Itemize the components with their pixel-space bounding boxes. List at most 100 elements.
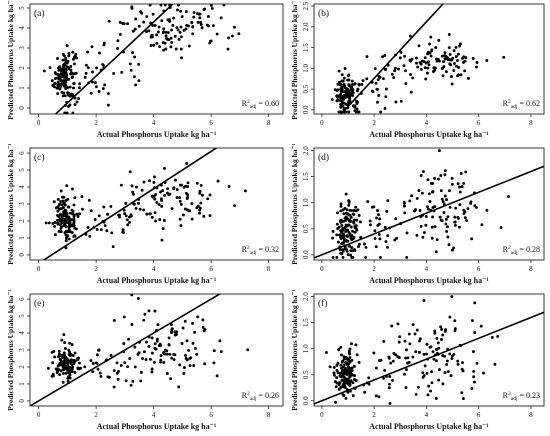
data-point	[154, 347, 158, 351]
data-point	[131, 379, 135, 383]
data-point	[86, 50, 90, 54]
data-point	[61, 67, 65, 71]
y-tick-label: 1	[18, 236, 26, 240]
data-point	[428, 200, 432, 203]
data-point	[462, 212, 466, 215]
data-point	[358, 220, 362, 224]
fit-line	[30, 294, 222, 406]
data-point	[71, 75, 75, 79]
r2-annotation: R2adj = 0.32	[242, 245, 279, 256]
data-point	[176, 28, 180, 32]
data-point	[192, 364, 196, 368]
data-point	[346, 253, 350, 257]
data-point	[173, 330, 177, 334]
data-point	[61, 75, 65, 79]
data-point	[414, 392, 418, 396]
data-point	[66, 59, 70, 63]
data-point	[86, 66, 90, 70]
data-point	[73, 54, 77, 58]
x-tick-label: 6	[477, 119, 481, 127]
data-point	[357, 110, 361, 114]
data-point	[440, 327, 444, 331]
data-point	[179, 47, 183, 51]
data-point	[354, 205, 358, 209]
data-point	[232, 25, 236, 29]
data-point	[424, 77, 428, 81]
data-point	[73, 103, 77, 107]
data-point	[72, 217, 76, 221]
data-point	[167, 343, 171, 347]
data-point	[426, 52, 430, 56]
data-point	[169, 323, 173, 327]
data-point	[437, 378, 441, 382]
data-point	[383, 106, 387, 110]
data-point	[62, 91, 66, 95]
data-point	[227, 184, 231, 188]
data-point	[136, 297, 140, 300]
data-point	[133, 365, 137, 369]
data-point	[404, 82, 408, 86]
data-point	[58, 223, 62, 227]
data-point	[414, 350, 418, 354]
data-point	[112, 72, 116, 75]
data-point	[439, 189, 443, 193]
data-point	[62, 82, 66, 86]
data-point	[334, 400, 337, 404]
data-point	[182, 213, 185, 217]
data-point	[471, 57, 475, 60]
x-tick-label: 2	[372, 411, 376, 419]
data-point	[343, 366, 347, 370]
data-point	[186, 193, 190, 197]
data-point	[460, 185, 464, 189]
data-point	[67, 77, 71, 81]
data-point	[69, 68, 73, 72]
data-point	[201, 318, 205, 322]
data-point	[349, 215, 353, 219]
data-point	[350, 79, 354, 83]
data-point	[435, 336, 439, 340]
data-point	[427, 60, 430, 64]
data-point	[355, 353, 359, 357]
data-point	[345, 216, 349, 220]
data-point	[109, 204, 113, 208]
data-point	[99, 374, 103, 378]
data-point	[196, 204, 200, 208]
data-point	[177, 4, 180, 7]
x-tick-label: 4	[425, 119, 429, 127]
data-point	[378, 255, 382, 259]
data-point	[97, 214, 101, 218]
data-point	[63, 231, 67, 235]
data-point	[374, 366, 378, 370]
data-point	[382, 340, 386, 343]
data-point	[80, 195, 84, 199]
data-point	[339, 229, 343, 233]
data-point	[430, 381, 434, 385]
data-point	[130, 6, 134, 10]
data-point	[350, 255, 354, 259]
data-point	[56, 92, 60, 96]
data-point	[458, 190, 462, 194]
data-point	[72, 86, 75, 90]
data-point	[450, 248, 454, 252]
data-point	[64, 233, 68, 237]
data-point	[377, 222, 381, 226]
data-point	[55, 86, 59, 90]
data-point	[338, 248, 342, 252]
data-point	[448, 205, 452, 209]
data-point	[376, 209, 379, 212]
data-point	[339, 99, 342, 103]
data-point	[351, 394, 355, 398]
data-point	[351, 229, 355, 233]
data-point	[192, 15, 196, 19]
data-point	[158, 45, 162, 49]
data-point	[470, 237, 474, 241]
data-point	[58, 217, 62, 221]
data-point	[430, 236, 434, 240]
data-point	[381, 77, 385, 81]
data-point	[452, 246, 456, 250]
data-point	[53, 233, 57, 237]
x-tick-label: 0	[37, 411, 41, 419]
data-point	[65, 65, 69, 69]
data-point	[200, 193, 204, 197]
